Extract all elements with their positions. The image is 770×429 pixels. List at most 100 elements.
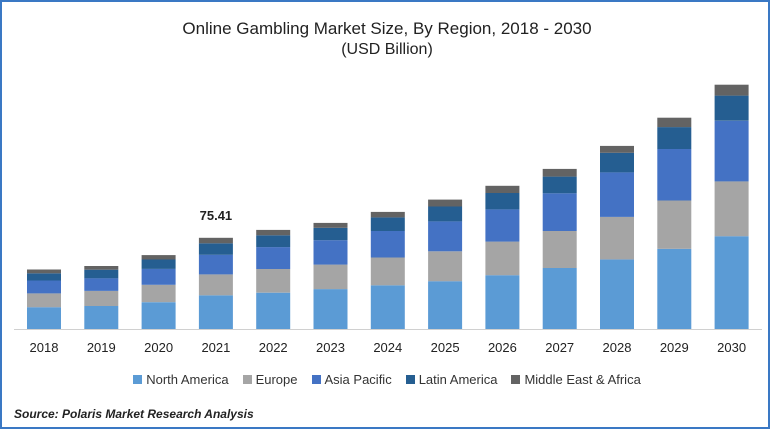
bar-segment-2019-middle-east-africa bbox=[84, 266, 119, 270]
bar-segment-2028-north-america bbox=[600, 259, 634, 329]
bar-segment-2021-north-america bbox=[198, 295, 233, 329]
bar-segment-2018-north-america bbox=[27, 307, 61, 329]
bar-segment-2019-europe bbox=[84, 291, 119, 306]
bar-segment-2023-asia-pacific bbox=[313, 240, 348, 265]
bar-segment-2026-middle-east-africa bbox=[485, 185, 520, 193]
x-tick-label: 2023 bbox=[316, 340, 345, 355]
bar-segment-2020-latin-america bbox=[141, 259, 176, 269]
bar-segment-2022-middle-east-africa bbox=[256, 229, 291, 236]
x-tick-label: 2019 bbox=[87, 340, 116, 355]
bar-segment-2021-latin-america bbox=[198, 243, 233, 255]
chart-title: Online Gambling Market Size, By Region, … bbox=[182, 19, 592, 38]
bar-segment-2018-middle-east-africa bbox=[27, 269, 61, 274]
x-tick-label: 2025 bbox=[431, 340, 460, 355]
bar-segment-2018-latin-america bbox=[27, 273, 61, 281]
x-tick-label: 2027 bbox=[545, 340, 574, 355]
legend-item: North America bbox=[133, 372, 229, 387]
bar-segment-2021-middle-east-africa bbox=[198, 237, 233, 244]
bar-segment-2028-asia-pacific bbox=[600, 172, 634, 217]
bar-segment-2027-north-america bbox=[542, 268, 577, 329]
bar-segment-2026-asia-pacific bbox=[485, 209, 520, 242]
bar-segment-2020-asia-pacific bbox=[141, 268, 176, 285]
legend-swatch bbox=[242, 375, 252, 384]
bar-segment-2026-north-america bbox=[485, 275, 520, 329]
bar-segment-2028-middle-east-africa bbox=[600, 145, 634, 153]
bar-segment-2026-europe bbox=[485, 241, 520, 276]
bar-segment-2030-europe bbox=[714, 181, 749, 237]
bar-segment-2030-north-america bbox=[714, 236, 749, 329]
bar-segment-2029-middle-east-africa bbox=[657, 117, 692, 128]
bar-segment-2020-europe bbox=[141, 284, 176, 303]
x-tick-label: 2024 bbox=[373, 340, 402, 355]
legend-swatch bbox=[311, 375, 321, 384]
bar-segment-2019-north-america bbox=[84, 306, 119, 329]
legend-item: Middle East & Africa bbox=[511, 372, 641, 387]
legend-item: Europe bbox=[242, 372, 298, 387]
legend-swatch bbox=[511, 375, 521, 384]
bar-segment-2024-latin-america bbox=[370, 217, 405, 231]
chart-plot: 2018 2019 2020 2021 75.41 2022 2023 2024 2025 202… bbox=[14, 84, 762, 355]
source-note: Source: Polaris Market Research Analysis bbox=[14, 407, 254, 421]
x-tick-label: 2022 bbox=[259, 340, 288, 355]
bar-segment-2022-north-america bbox=[256, 292, 291, 329]
bar-segment-2024-europe bbox=[370, 257, 405, 286]
bar-segment-2025-asia-pacific bbox=[428, 221, 463, 252]
bar-segment-2027-middle-east-africa bbox=[542, 168, 577, 177]
bar-segment-2022-europe bbox=[256, 269, 291, 293]
legend-label: Asia Pacific bbox=[324, 372, 392, 387]
x-tick-label: 2026 bbox=[488, 340, 517, 355]
bar-segment-2019-latin-america bbox=[84, 269, 119, 279]
bar-segment-2021-asia-pacific bbox=[198, 254, 233, 275]
bar-segment-2022-latin-america bbox=[256, 235, 291, 248]
legend-label: North America bbox=[146, 372, 229, 387]
bar-segment-2022-asia-pacific bbox=[256, 247, 291, 269]
bar-segment-2025-middle-east-africa bbox=[428, 199, 463, 207]
bar-segment-2019-asia-pacific bbox=[84, 278, 119, 291]
data-label: 75.41 bbox=[200, 208, 233, 223]
bar-segment-2029-north-america bbox=[657, 248, 692, 329]
legend-swatch bbox=[133, 375, 143, 384]
bar-segment-2020-north-america bbox=[141, 302, 176, 329]
bar-segment-2027-asia-pacific bbox=[542, 193, 577, 231]
x-tick-label: 2020 bbox=[144, 340, 173, 355]
bar-segment-2024-north-america bbox=[370, 285, 405, 329]
x-tick-label: 2018 bbox=[30, 340, 59, 355]
bar-segment-2029-europe bbox=[657, 200, 692, 249]
bar-segment-2024-middle-east-africa bbox=[370, 211, 405, 218]
bar-segment-2025-north-america bbox=[428, 281, 463, 329]
bar-segment-2023-europe bbox=[313, 264, 348, 290]
bar-segment-2029-latin-america bbox=[657, 127, 692, 149]
bar-segment-2030-asia-pacific bbox=[714, 120, 749, 182]
bar-segment-2020-middle-east-africa bbox=[141, 255, 176, 260]
bar-segment-2030-middle-east-africa bbox=[714, 84, 749, 96]
legend-item: Latin America bbox=[405, 372, 498, 387]
bar-segment-2023-north-america bbox=[313, 289, 348, 329]
bar-segment-2023-middle-east-africa bbox=[313, 222, 348, 228]
bar-segment-2027-latin-america bbox=[542, 176, 577, 194]
x-tick-label: 2030 bbox=[717, 340, 746, 355]
bar-segment-2025-europe bbox=[428, 251, 463, 282]
chart-subtitle: (USD Billion) bbox=[341, 41, 433, 58]
bar-segment-2023-latin-america bbox=[313, 227, 348, 241]
bar-segment-2025-latin-america bbox=[428, 206, 463, 222]
bar-segment-2028-latin-america bbox=[600, 152, 634, 173]
x-tick-label: 2029 bbox=[660, 340, 689, 355]
x-tick-label: 2021 bbox=[201, 340, 230, 355]
x-tick-label: 2028 bbox=[603, 340, 632, 355]
legend-item: Asia Pacific bbox=[311, 372, 392, 387]
legend-swatch bbox=[405, 375, 415, 384]
chart-legend: North America Europe Asia Pacific Latin Ame… bbox=[2, 372, 770, 387]
bar-segment-2029-asia-pacific bbox=[657, 149, 692, 201]
legend-label: Latin America bbox=[418, 372, 498, 387]
bar-segment-2021-europe bbox=[198, 274, 233, 296]
legend-label: Europe bbox=[255, 372, 298, 387]
bar-segment-2027-europe bbox=[542, 231, 577, 268]
bar-segment-2018-europe bbox=[27, 293, 61, 308]
bar-segment-2018-asia-pacific bbox=[27, 280, 61, 294]
bar-segment-2028-europe bbox=[600, 216, 634, 260]
bar-segment-2030-latin-america bbox=[714, 95, 749, 121]
bar-segment-2026-latin-america bbox=[485, 193, 520, 210]
legend-label: Middle East & Africa bbox=[524, 372, 641, 387]
bar-segment-2024-asia-pacific bbox=[370, 231, 405, 258]
